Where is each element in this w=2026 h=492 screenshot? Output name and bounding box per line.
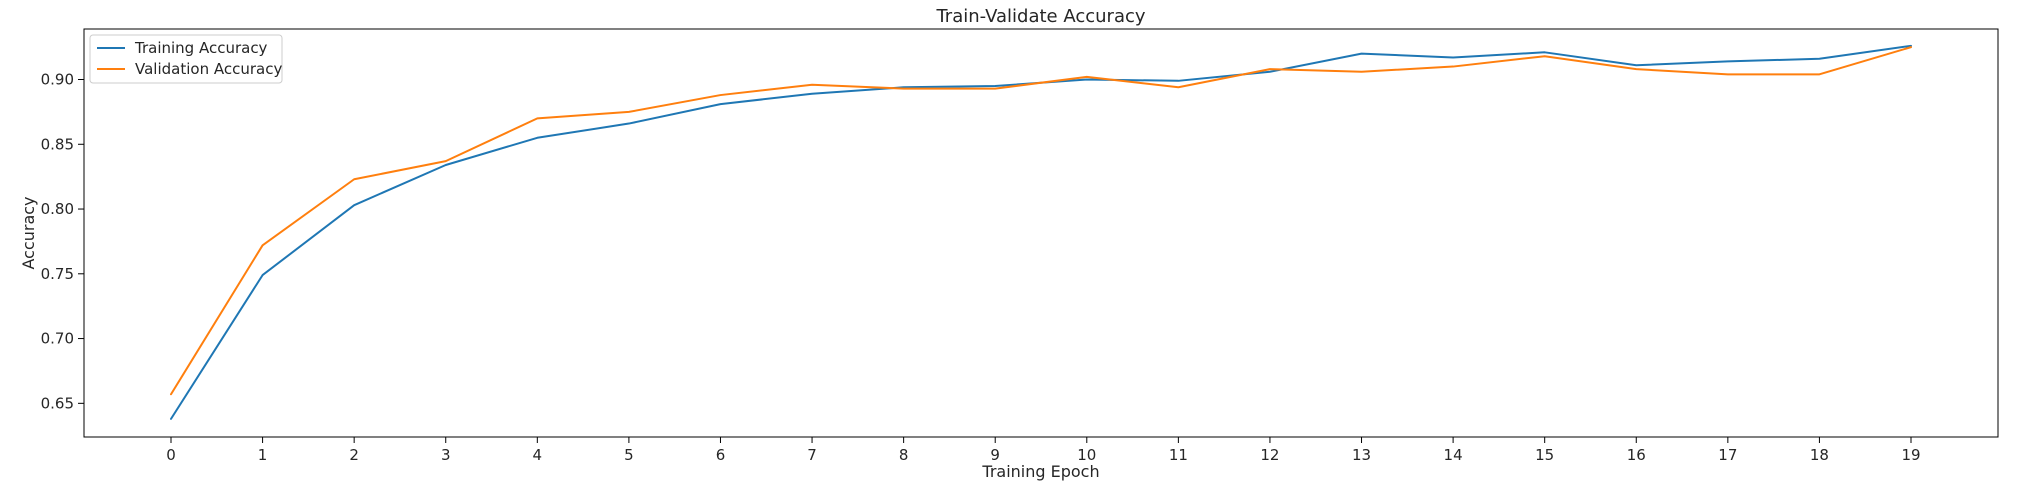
x-tick-label: 18: [1810, 446, 1829, 464]
x-tick-label: 4: [533, 446, 543, 464]
x-tick-label: 15: [1535, 446, 1554, 464]
x-tick-label: 3: [441, 446, 451, 464]
x-tick-label: 10: [1077, 446, 1096, 464]
x-tick-label: 1: [258, 446, 268, 464]
y-tick-label: 0.80: [41, 200, 74, 218]
x-tick-label: 16: [1627, 446, 1646, 464]
x-tick-label: 13: [1352, 446, 1371, 464]
y-axis-title: Accuracy: [19, 196, 38, 269]
y-tick-label: 0.90: [41, 71, 74, 89]
legend-label-validation: Validation Accuracy: [135, 60, 282, 78]
series-lines: [170, 44, 1912, 420]
x-tick-label: 6: [716, 446, 726, 464]
x-tick-label: 9: [990, 446, 1000, 464]
y-tick-label: 0.85: [41, 135, 74, 153]
x-tick-label: 8: [899, 446, 909, 464]
x-tick-label: 2: [349, 446, 359, 464]
legend-label-training: Training Accuracy: [134, 39, 268, 57]
chart-title: Train-Validate Accuracy: [935, 6, 1145, 27]
legend: Training Accuracy Validation Accuracy: [89, 34, 283, 84]
x-tick-label: 0: [166, 446, 176, 464]
legend-box: [89, 34, 283, 84]
x-tick-label: 12: [1260, 446, 1279, 464]
plot-area-frame: [83, 28, 1999, 438]
y-axis: 0.65 0.70 0.75 0.80 0.85 0.90: [41, 71, 84, 412]
y-tick-label: 0.65: [41, 394, 74, 412]
validation-accuracy-line: [170, 46, 1912, 396]
x-axis: 0 1 2 3 4 5 6 7 8 9 10 11 12 13 14 15 16 17 18 19: [166, 437, 1921, 464]
y-tick-label: 0.75: [41, 265, 74, 283]
x-axis-title: Training Epoch: [981, 462, 1099, 481]
y-tick-label: 0.70: [41, 330, 74, 348]
x-tick-label: 19: [1901, 446, 1920, 464]
x-tick-label: 14: [1444, 446, 1463, 464]
x-tick-label: 17: [1718, 446, 1737, 464]
x-tick-label: 11: [1169, 446, 1188, 464]
x-tick-label: 5: [624, 446, 634, 464]
x-tick-label: 7: [807, 446, 817, 464]
